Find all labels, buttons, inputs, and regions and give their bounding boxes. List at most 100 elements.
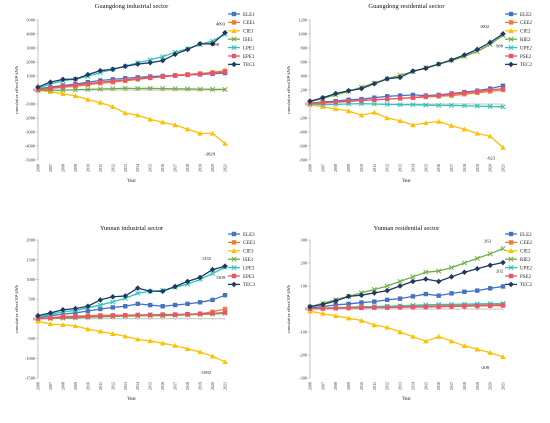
legend-label: CIE2	[520, 250, 531, 255]
x-tick-label: 2020	[488, 382, 493, 390]
data-point	[487, 87, 493, 93]
data-point	[48, 315, 53, 321]
data-point	[397, 296, 403, 301]
data-point	[436, 93, 441, 98]
x-tick-label: 2012	[110, 382, 115, 390]
data-point	[345, 293, 352, 300]
legend-label: ELE1	[243, 13, 255, 18]
data-point	[185, 72, 190, 78]
data-point	[500, 284, 506, 289]
x-tick-label: 2016	[160, 382, 165, 390]
data-point	[333, 302, 338, 308]
data-point	[97, 86, 103, 92]
legend-marker	[508, 20, 514, 25]
y-tick-label: -800	[299, 158, 307, 163]
x-tick-label: 2012	[385, 382, 390, 390]
data-point	[123, 304, 128, 309]
x-tick-label: 2019	[475, 382, 480, 390]
data-point	[60, 322, 66, 327]
data-point	[172, 73, 178, 78]
data-point	[384, 76, 390, 82]
data-point	[474, 46, 481, 53]
series-line	[309, 104, 504, 149]
data-point	[487, 286, 493, 291]
x-tick-label: 2020	[488, 164, 493, 172]
data-point	[172, 302, 178, 308]
x-tick-label: 2008	[333, 382, 338, 390]
y-tick-label: -5000	[25, 158, 35, 163]
x-tick-label: 2006	[308, 382, 313, 390]
data-point	[320, 310, 326, 316]
data-point	[35, 84, 41, 90]
x-tick-label: 2006	[36, 382, 41, 390]
x-tick-label: 2011	[98, 382, 103, 390]
data-annotation: 1309	[216, 275, 226, 280]
x-tick-label: 2009	[346, 164, 351, 172]
data-point	[410, 95, 416, 100]
y-tick-label: 1500	[26, 257, 35, 262]
legend-label: RIE2	[520, 258, 531, 263]
data-point	[222, 69, 228, 75]
data-point	[135, 85, 141, 92]
x-tick-label: 2010	[85, 382, 90, 390]
legend-label: TEC1	[243, 63, 255, 68]
data-point	[72, 87, 78, 93]
legend-marker	[508, 45, 514, 51]
legend-label: UPE2	[520, 46, 532, 51]
data-point	[371, 80, 378, 87]
data-point	[475, 303, 480, 309]
x-tick-label: 2014	[410, 164, 415, 172]
data-point	[47, 310, 54, 316]
x-tick-label: 2010	[359, 164, 364, 172]
data-point	[197, 41, 203, 47]
data-annotation: -208	[481, 365, 490, 370]
x-tick-label: 2016	[436, 382, 441, 390]
data-point	[500, 259, 506, 266]
data-point	[436, 293, 441, 298]
data-point	[160, 304, 165, 309]
data-point	[122, 293, 129, 299]
legend-label: CEE2	[520, 241, 532, 246]
data-point	[209, 130, 216, 136]
data-point	[397, 102, 403, 108]
legend-label: CIE2	[520, 30, 531, 35]
legend-marker	[508, 273, 514, 279]
data-point	[474, 130, 480, 136]
data-point	[147, 85, 153, 91]
data-point	[185, 86, 191, 92]
data-point	[333, 106, 339, 112]
chart-panel-3: Yunnan industrial sector 2000 1500 1000 500 0…	[14, 225, 255, 402]
x-axis-label: Year	[127, 397, 136, 402]
data-point	[60, 306, 66, 313]
data-point	[320, 104, 326, 109]
legend-marker	[231, 53, 237, 59]
data-annotation: 1002	[480, 24, 490, 29]
y-tick-label: -1000	[25, 102, 35, 107]
x-tick-label: 2018	[462, 164, 467, 172]
y-tick-label: -100	[299, 330, 307, 335]
x-tick-label: 2007	[48, 164, 53, 172]
chart-title: Guangdong residential sector	[368, 3, 445, 10]
data-point	[122, 63, 129, 69]
x-tick-label: 2007	[320, 382, 325, 390]
legend-marker	[231, 256, 237, 262]
data-point	[435, 333, 442, 339]
x-tick-label: 2020	[210, 164, 215, 172]
data-point	[123, 313, 128, 318]
data-point	[110, 305, 115, 310]
data-point	[72, 323, 79, 329]
data-point	[184, 346, 191, 352]
data-point	[85, 308, 91, 314]
data-point	[487, 262, 493, 269]
data-point	[359, 98, 364, 103]
data-point	[307, 308, 313, 314]
data-point	[98, 313, 103, 319]
data-point	[222, 86, 228, 92]
data-point	[345, 87, 352, 94]
legend-label: TEC2	[520, 283, 532, 288]
series-line	[37, 312, 226, 320]
legend-marker	[231, 273, 237, 279]
data-point	[397, 329, 403, 335]
y-tick-label: -4000	[25, 144, 35, 149]
data-point	[172, 122, 178, 128]
